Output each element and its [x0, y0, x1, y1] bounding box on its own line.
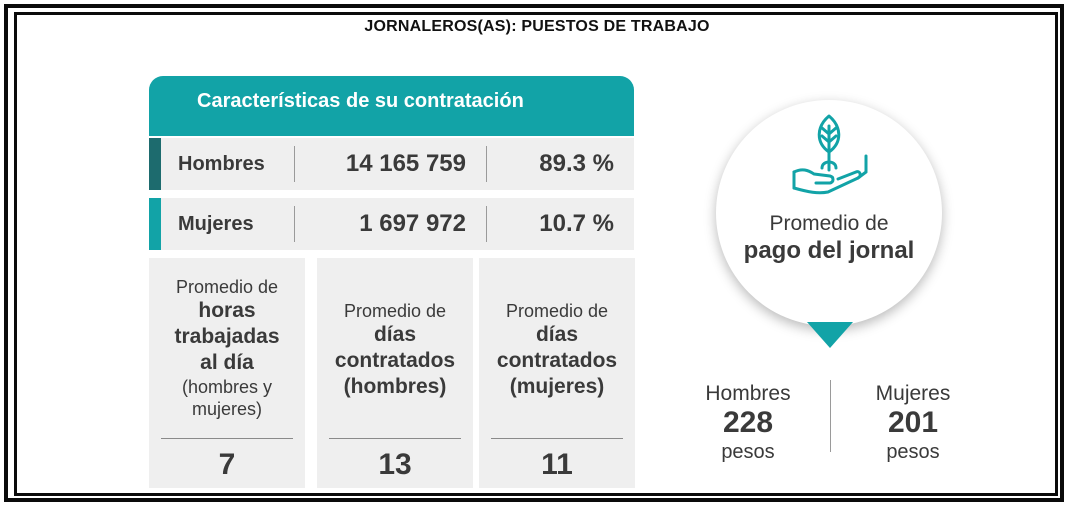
stat-dias-mujeres: Promedio de días contratados (mujeres) 1… — [479, 258, 635, 488]
stat-bold: horas trabajadas al día — [174, 299, 280, 374]
stat-rule — [329, 438, 461, 439]
pay-hombres: Hombres 228 pesos — [683, 382, 813, 464]
stat-dias-hombres: Promedio de días contratados (hombres) 1… — [317, 258, 473, 488]
row-percent: 10.7 % — [539, 210, 614, 237]
stat-value: 13 — [378, 448, 412, 481]
row-label: Hombres — [178, 153, 265, 175]
stat-pre: Promedio de — [505, 301, 609, 321]
divider — [486, 206, 487, 242]
row-count: 14 165 759 — [345, 150, 466, 177]
row-label: Mujeres — [178, 213, 254, 235]
pay-unit: pesos — [721, 441, 775, 463]
stat-note: (mujeres) — [509, 375, 605, 398]
row-accent — [149, 198, 161, 250]
pay-title-line1: Promedio de — [769, 212, 889, 235]
row-count: 1 697 972 — [359, 210, 466, 237]
stat-note: (hombres) — [343, 375, 447, 398]
pay-title: Promedio de pago del jornal — [716, 210, 942, 264]
stat-rule — [491, 438, 623, 439]
divider — [486, 146, 487, 182]
pay-value: 228 — [722, 406, 774, 439]
hand-plant-icon — [792, 114, 868, 195]
pay-divider — [830, 380, 831, 452]
card-header-title: Características de su contratación — [197, 90, 524, 112]
pay-value: 201 — [887, 406, 939, 439]
stat-rule — [161, 438, 293, 439]
stat-value: 7 — [218, 448, 236, 481]
card-header: Características de su contratación — [149, 76, 634, 136]
pay-title-line2: pago del jornal — [743, 237, 915, 264]
inner-frame — [14, 12, 1058, 496]
stat-horas: Promedio de horas trabajadas al día (hom… — [149, 258, 305, 488]
pointer-triangle — [807, 322, 853, 348]
stat-pre: Promedio de — [175, 277, 279, 297]
stat-bold: días contratados — [334, 323, 456, 372]
row-percent: 89.3 % — [539, 150, 614, 177]
row-hombres: Hombres 14 165 759 89.3 % — [149, 138, 634, 190]
stat-text: Promedio de horas trabajadas al día (hom… — [149, 276, 305, 420]
stat-text: Promedio de días contratados (hombres) — [317, 300, 473, 400]
stat-pre: Promedio de — [343, 301, 447, 321]
row-accent — [149, 138, 161, 190]
stat-text: Promedio de días contratados (mujeres) — [479, 300, 635, 400]
row-mujeres: Mujeres 1 697 972 10.7 % — [149, 198, 634, 250]
pay-unit: pesos — [886, 441, 940, 463]
stat-note: (hombres y mujeres) — [181, 377, 273, 419]
stat-bold: días contratados — [496, 323, 618, 372]
pay-mujeres: Mujeres 201 pesos — [848, 382, 978, 464]
pay-badge: Promedio de pago del jornal — [716, 100, 942, 326]
divider — [294, 206, 295, 242]
stat-value: 11 — [541, 448, 573, 481]
page-title: JORNALEROS(AS): PUESTOS DE TRABAJO — [364, 18, 710, 35]
divider — [294, 146, 295, 182]
pay-label: Hombres — [705, 382, 791, 405]
pay-label: Mujeres — [875, 382, 951, 405]
outer-frame — [4, 4, 1064, 502]
